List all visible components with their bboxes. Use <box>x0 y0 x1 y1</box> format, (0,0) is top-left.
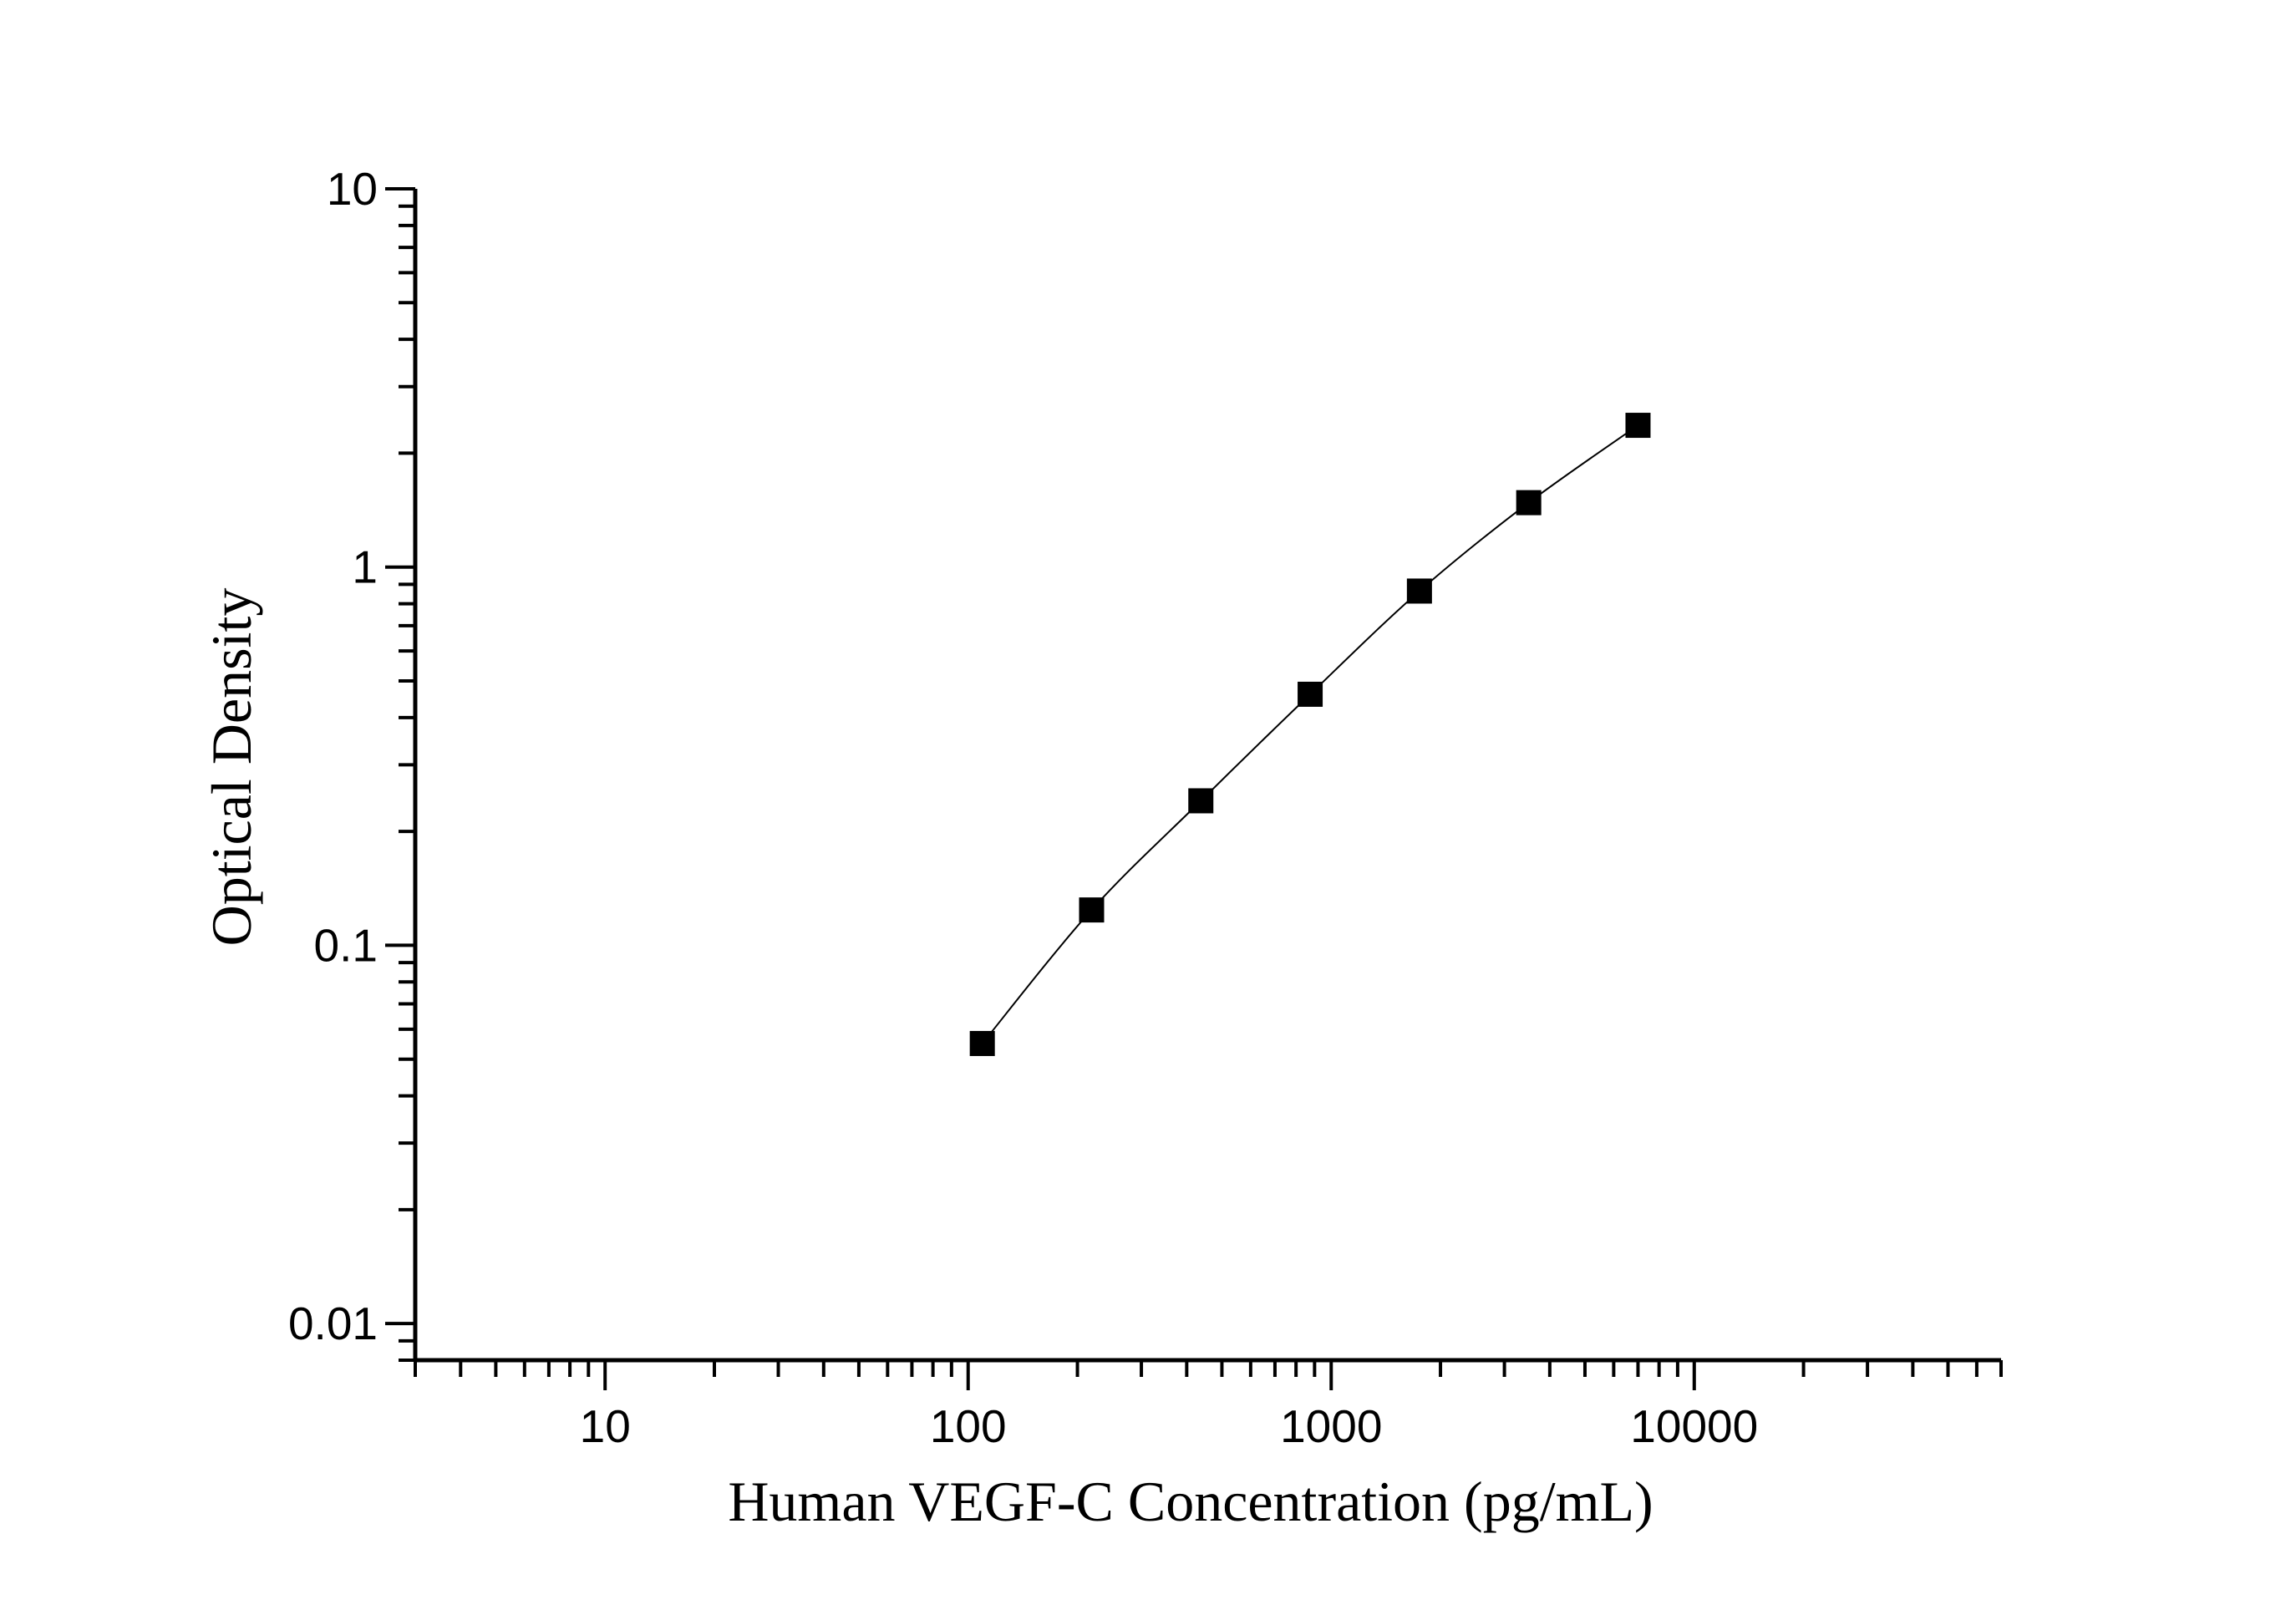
x-axis-title: Human VEGF-C Concentration (pg/mL) <box>728 1470 1653 1533</box>
data-point <box>1079 897 1105 923</box>
data-point <box>1516 490 1542 516</box>
data-point <box>1298 681 1323 707</box>
y-axis-ticks: 0.01 0.1 1 10 <box>288 163 415 1362</box>
fit-curve <box>981 424 1639 1044</box>
x-tick-label: 10 <box>580 1400 631 1452</box>
data-point <box>1406 578 1432 604</box>
x-tick-label: 10000 <box>1630 1400 1758 1452</box>
x-tick-label: 100 <box>930 1400 1007 1452</box>
y-axis-title: Optical Density <box>200 588 263 947</box>
data-points <box>969 413 1651 1056</box>
y-tick-label: 10 <box>327 163 378 215</box>
data-point <box>1625 413 1651 439</box>
y-tick-label: 0.1 <box>314 919 378 971</box>
x-axis-ticks: 10 100 1000 10000 <box>414 1360 2003 1452</box>
axes <box>413 189 2001 1363</box>
y-tick-label: 0.01 <box>288 1298 378 1349</box>
fit-curve-group <box>981 424 1639 1044</box>
data-point <box>969 1030 995 1056</box>
data-point <box>1188 788 1214 814</box>
x-tick-label: 1000 <box>1280 1400 1382 1452</box>
y-tick-label: 1 <box>352 541 378 593</box>
